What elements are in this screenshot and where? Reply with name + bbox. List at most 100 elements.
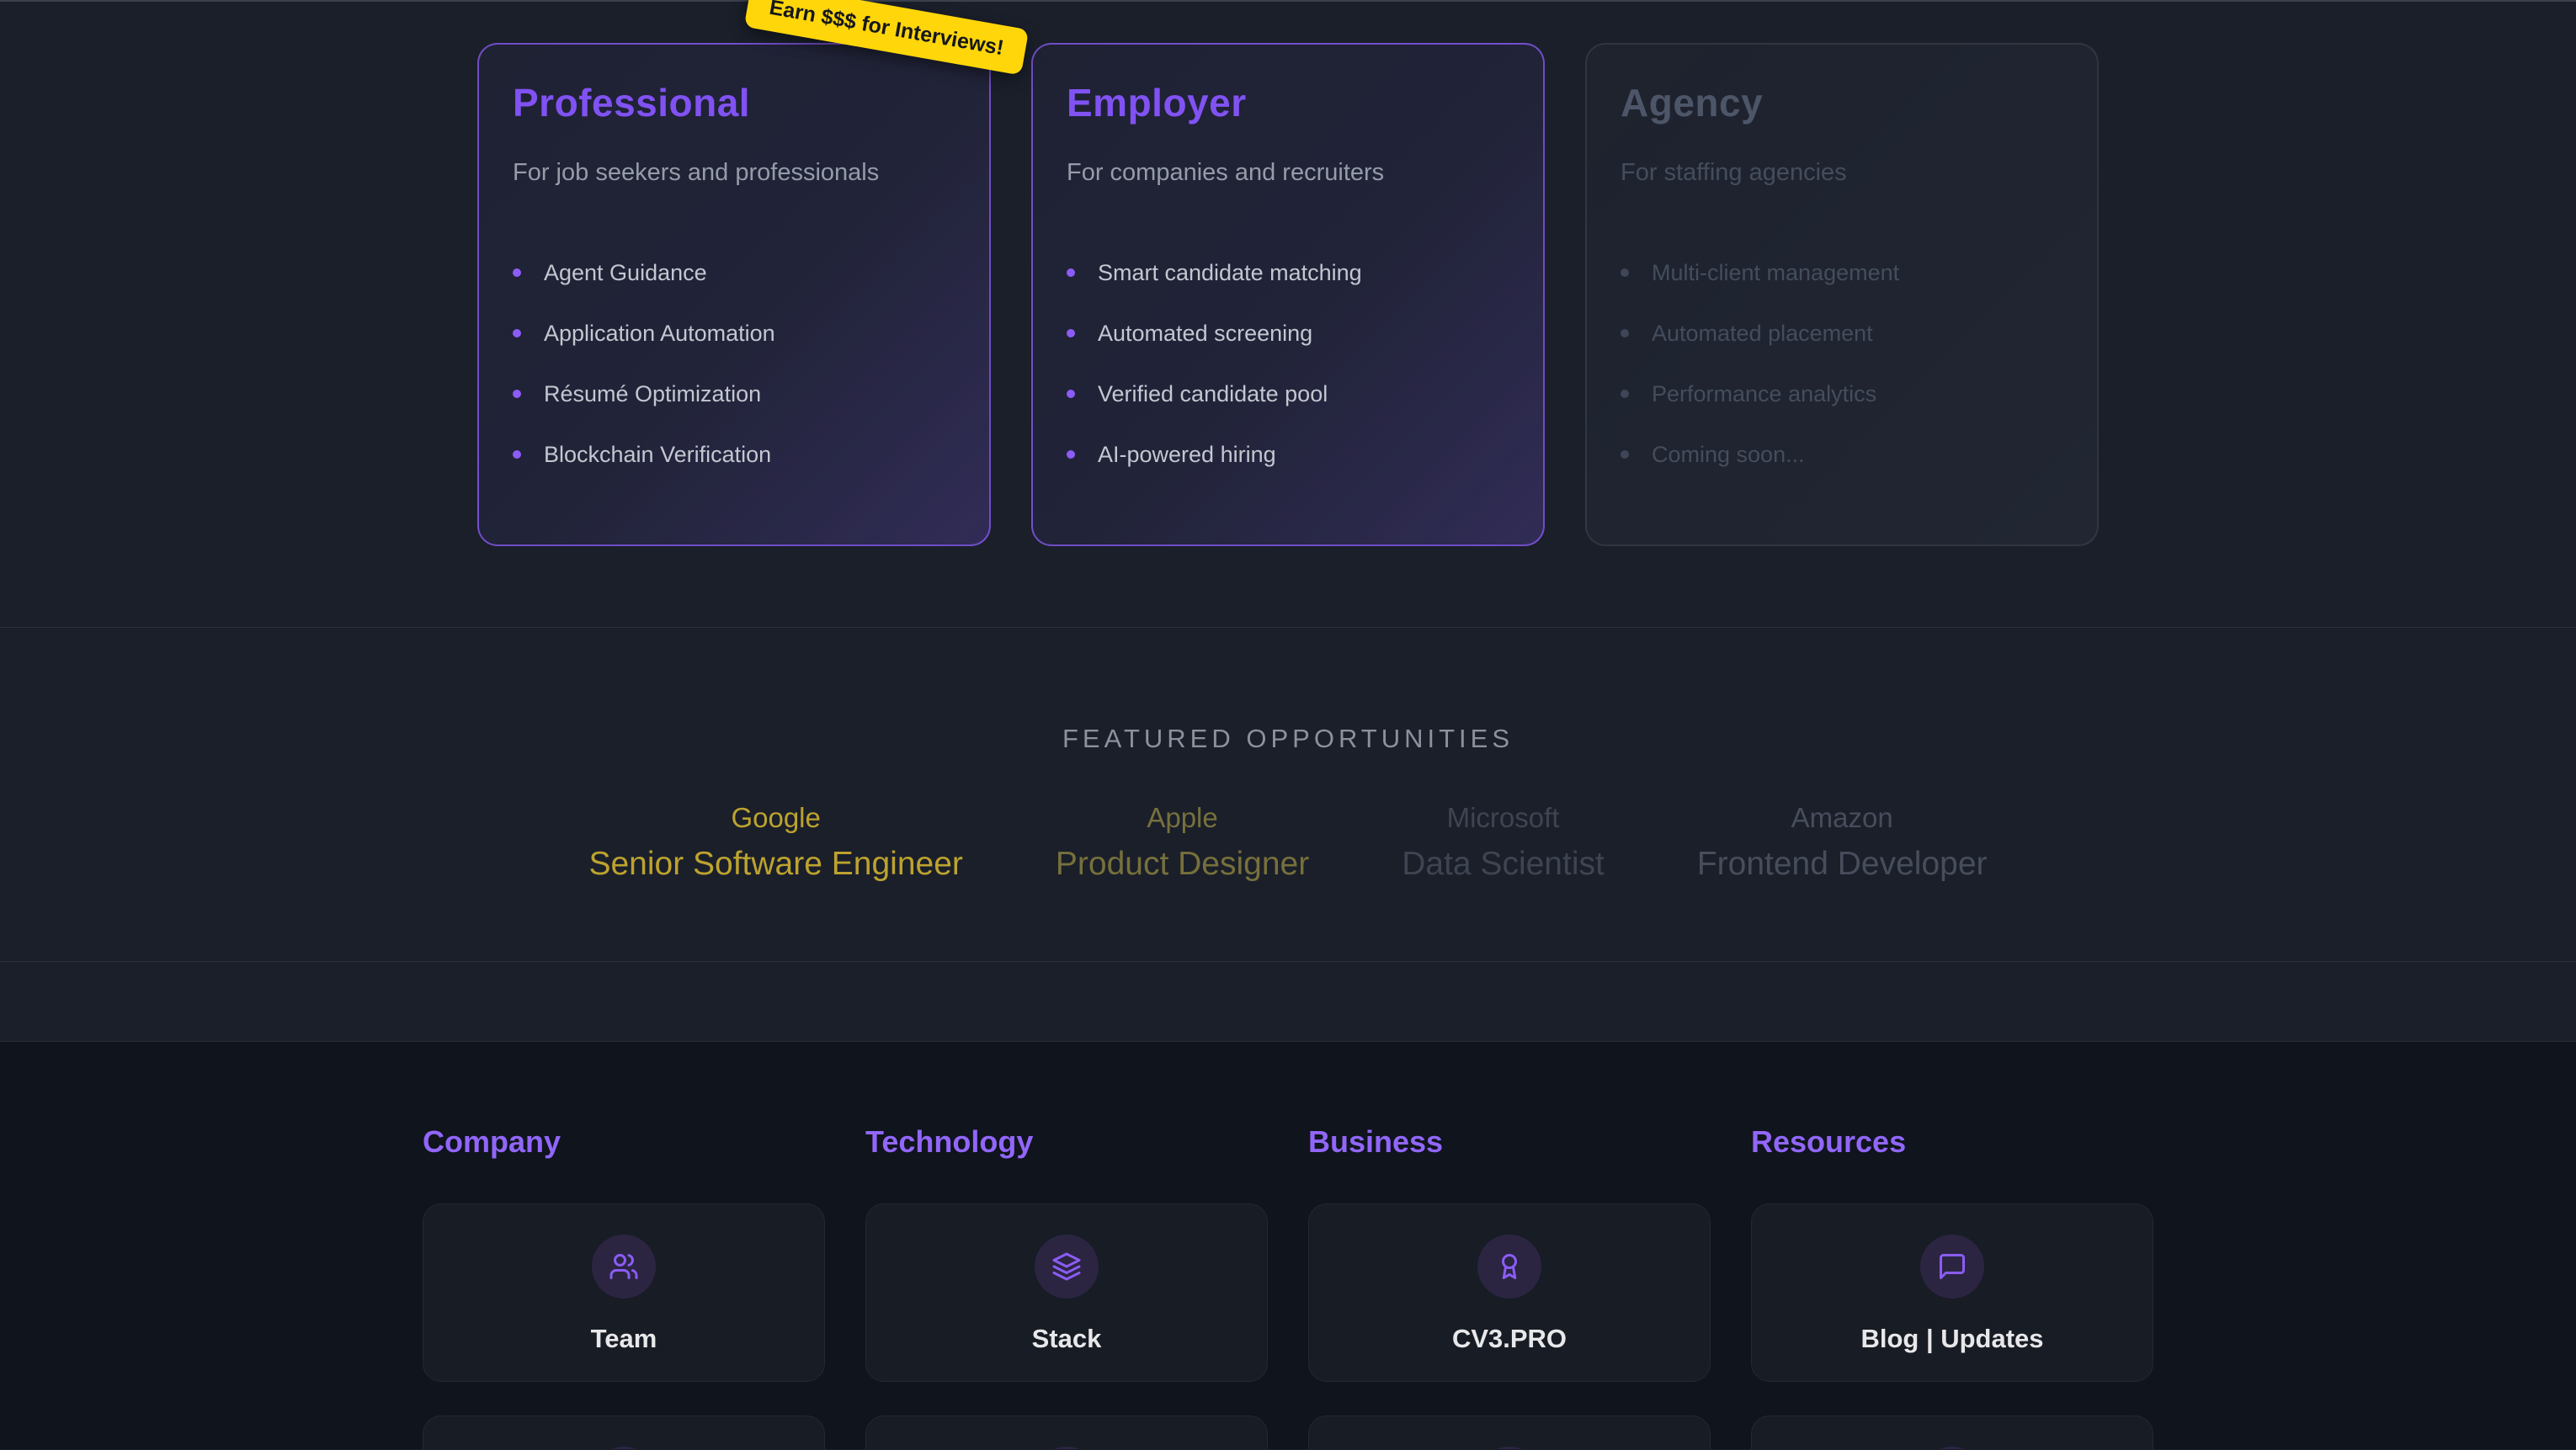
section-divider-strip [0,962,2576,1042]
tier-feature-label: Automated placement [1652,320,1873,346]
tier-feature-item: Performance analytics [1621,364,2063,424]
featured-jobs-row: Google Senior Software Engineer Apple Pr… [0,802,2576,883]
footer-card-label: Team [590,1324,657,1353]
tier-feature-item: Smart candidate matching [1067,242,1509,303]
footer-col-heading: Technology [865,1124,1034,1159]
bullet-dot-icon [513,450,521,459]
icon-circle [1920,1447,1984,1449]
icon-circle [1477,1447,1541,1449]
tiers-row: Professional For job seekers and profess… [0,2,2576,546]
bullet-dot-icon [1621,390,1629,398]
tier-feature-item: Multi-client management [1621,242,2063,303]
bullet-dot-icon [1621,329,1629,337]
tier-description: For companies and recruiters [1067,159,1385,186]
footer-col-heading: Business [1308,1124,1444,1159]
footer-card-label: Blog | Updates [1860,1324,2044,1353]
footer-card-partial[interactable] [865,1415,1268,1449]
tier-feature-item: Verified candidate pool [1067,364,1509,424]
job-company: Google [731,802,821,833]
tier-title: Professional [513,81,751,125]
job-company: Apple [1147,802,1218,833]
tier-card-agency: Agency For staffing agencies Multi-clien… [1585,43,2099,546]
icon-circle [592,1235,656,1299]
tier-feature-label: Agent Guidance [544,259,707,285]
tier-title: Employer [1067,81,1247,125]
footer-col-heading: Company [423,1124,562,1159]
tier-card-professional[interactable]: Professional For job seekers and profess… [477,43,991,546]
bullet-dot-icon [1067,450,1075,459]
footer-col-heading: Resources [1751,1124,1907,1159]
tier-feature-label: Blockchain Verification [544,441,772,467]
tier-feature-item: Agent Guidance [513,242,955,303]
tier-feature-label: AI-powered hiring [1098,441,1276,467]
icon-circle [592,1447,656,1449]
bullet-dot-icon [513,268,521,277]
tier-feature-label: Résumé Optimization [544,380,762,406]
tier-feature-label: Verified candidate pool [1098,380,1328,406]
tier-feature-item: Coming soon... [1621,424,2063,485]
award-icon [1502,1254,1517,1279]
tier-feature-item: Application Automation [513,303,955,364]
featured-job-amazon[interactable]: Amazon Frontend Developer [1696,802,1988,883]
job-company: Microsoft [1446,802,1560,833]
icon-circle [1035,1447,1099,1449]
footer-col-resources: Resources Blog | Updates [1751,1124,2153,1449]
tier-feature-label: Smart candidate matching [1098,259,1362,285]
job-title: Senior Software Engineer [588,846,963,883]
job-company: Amazon [1791,802,1893,833]
featured-job-microsoft[interactable]: Microsoft Data Scientist [1402,802,1605,883]
job-title: Product Designer [1055,846,1310,883]
bullet-dot-icon [1067,329,1075,337]
footer-card-team[interactable]: Team [423,1203,825,1382]
footer-columns: Company Team Technology [0,1042,2576,1449]
footer-card-label: Stack [1031,1324,1102,1353]
tiers-section: Earn $$$ for Interviews! Professional Fo… [0,0,2576,628]
tier-feature-label: Coming soon... [1652,441,1805,467]
tier-description: For staffing agencies [1621,159,1847,186]
footer-card-stack[interactable]: Stack [865,1203,1268,1382]
bullet-dot-icon [1067,390,1075,398]
tier-title: Agency [1621,81,1764,125]
job-title: Data Scientist [1402,846,1605,883]
footer-col-business: Business CV3.PRO [1308,1124,1711,1449]
footer-card-partial[interactable] [423,1415,825,1449]
footer-col-company: Company Team [423,1124,825,1449]
icon-circle [1477,1235,1541,1299]
footer-card-label: CV3.PRO [1451,1324,1567,1353]
bullet-dot-icon [1621,268,1629,277]
icon-circle [1035,1235,1099,1299]
tier-feature-label: Application Automation [544,320,775,346]
tier-feature-list: Agent Guidance Application Automation Ré… [513,242,955,485]
featured-job-google[interactable]: Google Senior Software Engineer [588,802,963,883]
layers-icon [1052,1252,1081,1281]
tier-description: For job seekers and professionals [513,159,880,186]
tier-feature-label: Automated screening [1098,320,1313,346]
tier-feature-list: Smart candidate matching Automated scree… [1067,242,1509,485]
tier-card-employer[interactable]: Employer For companies and recruiters Sm… [1031,43,1545,546]
featured-job-apple[interactable]: Apple Product Designer [1055,802,1310,883]
bullet-dot-icon [1621,450,1629,459]
bullet-dot-icon [513,329,521,337]
tier-feature-item: Blockchain Verification [513,424,955,485]
tier-feature-label: Multi-client management [1652,259,1900,285]
tier-feature-item: Résumé Optimization [513,364,955,424]
featured-heading: FEATURED OPPORTUNITIES [1062,724,1514,753]
icon-circle [1920,1235,1984,1299]
featured-opportunities-section: FEATURED OPPORTUNITIES Google Senior Sof… [0,628,2576,962]
footer-card-partial[interactable] [1751,1415,2153,1449]
footer-card-blog-updates[interactable]: Blog | Updates [1751,1203,2153,1382]
bullet-dot-icon [513,390,521,398]
tier-feature-list: Multi-client management Automated placem… [1621,242,2063,485]
footer-card-partial[interactable] [1308,1415,1711,1449]
tier-feature-label: Performance analytics [1652,380,1877,406]
tier-feature-item: AI-powered hiring [1067,424,1509,485]
tier-feature-item: Automated placement [1621,303,2063,364]
footer-card-cv3pro[interactable]: CV3.PRO [1308,1203,1711,1382]
bullet-dot-icon [1067,268,1075,277]
footer: Company Team Technology [0,1042,2576,1449]
tier-feature-item: Automated screening [1067,303,1509,364]
users-icon [609,1254,638,1279]
footer-col-technology: Technology Stack [865,1124,1268,1449]
job-title: Frontend Developer [1696,846,1988,883]
message-square-icon [1940,1254,1965,1279]
